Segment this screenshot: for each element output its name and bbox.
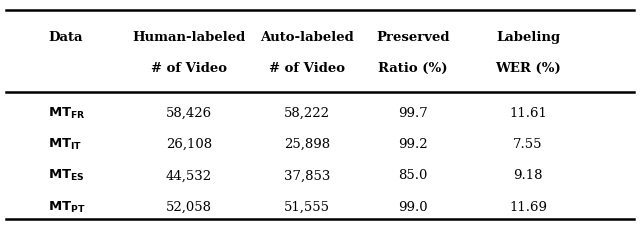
Text: # of Video: # of Video — [269, 62, 345, 75]
Text: 11.61: 11.61 — [509, 107, 547, 120]
Text: 11.69: 11.69 — [509, 201, 547, 214]
Text: 52,058: 52,058 — [166, 201, 212, 214]
Text: 58,426: 58,426 — [166, 107, 212, 120]
Text: 99.7: 99.7 — [398, 107, 428, 120]
Text: 26,108: 26,108 — [166, 138, 212, 151]
Text: Human-labeled: Human-labeled — [132, 31, 245, 44]
Text: $\mathbf{MT_{FR}}$: $\mathbf{MT_{FR}}$ — [48, 106, 86, 121]
Text: 44,532: 44,532 — [166, 169, 212, 183]
Text: 37,853: 37,853 — [284, 169, 330, 183]
Text: $\mathbf{MT_{PT}}$: $\mathbf{MT_{PT}}$ — [48, 200, 86, 215]
Text: Labeling: Labeling — [496, 31, 560, 44]
Text: 51,555: 51,555 — [284, 201, 330, 214]
Text: Preserved: Preserved — [376, 31, 449, 44]
Text: 99.0: 99.0 — [398, 201, 428, 214]
Text: Auto-labeled: Auto-labeled — [260, 31, 354, 44]
Text: 25,898: 25,898 — [284, 138, 330, 151]
Text: $\mathbf{MT_{IT}}$: $\mathbf{MT_{IT}}$ — [48, 137, 82, 152]
Text: Data: Data — [48, 31, 83, 44]
Text: # of Video: # of Video — [151, 62, 227, 75]
Text: $\mathbf{MT_{ES}}$: $\mathbf{MT_{ES}}$ — [48, 168, 84, 183]
Text: 58,222: 58,222 — [284, 107, 330, 120]
Text: 7.55: 7.55 — [513, 138, 543, 151]
Text: Ratio (%): Ratio (%) — [378, 62, 447, 75]
Text: 85.0: 85.0 — [398, 169, 428, 183]
Text: 9.18: 9.18 — [513, 169, 543, 183]
Text: WER (%): WER (%) — [495, 62, 561, 75]
Text: 99.2: 99.2 — [398, 138, 428, 151]
